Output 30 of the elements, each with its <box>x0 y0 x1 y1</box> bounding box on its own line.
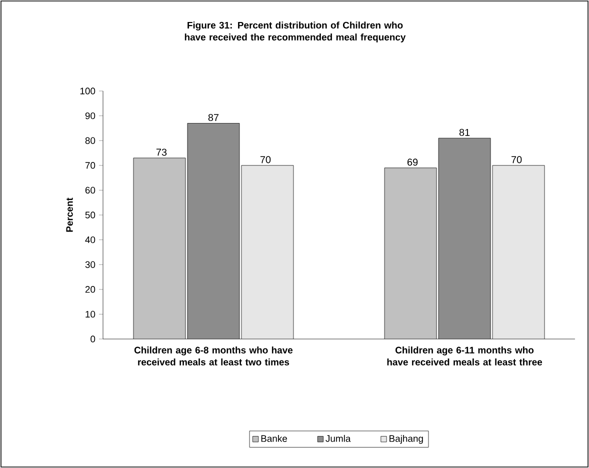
bar <box>133 158 186 339</box>
y-tick-label: 90 <box>85 112 96 120</box>
bar <box>187 123 240 339</box>
data-label: 70 <box>260 156 271 164</box>
y-tick-label: 60 <box>85 186 96 194</box>
data-label: 73 <box>156 148 167 156</box>
y-tick-label: 30 <box>85 261 96 268</box>
y-tick-label: 80 <box>85 137 96 144</box>
y-tick-label: 20 <box>85 286 96 293</box>
x-tick-label: Children age 6-11 months who have received meals at least three <box>387 346 542 366</box>
legend-label: Bajhang <box>390 434 423 444</box>
y-tick-label: 100 <box>80 88 96 94</box>
legend-label: Jumla <box>326 434 351 442</box>
bar <box>241 165 294 339</box>
bar <box>492 165 545 339</box>
x-tick-label: Children age 6-8 months who have received meals at least two times <box>134 346 293 366</box>
data-label: 87 <box>208 114 219 122</box>
bar <box>384 168 437 339</box>
bar <box>438 138 491 339</box>
legend-label: Banke <box>261 434 287 442</box>
y-tick-label: 40 <box>85 236 96 244</box>
y-tick-label: 0 <box>90 336 96 342</box>
data-label: 81 <box>459 128 470 136</box>
chart-title: Figure 31: Percent distribution of Children who have received the recommended meal frequency <box>184 22 406 42</box>
y-tick-label: 50 <box>85 212 96 218</box>
y-axis-title: Percent <box>66 198 73 232</box>
data-label: 69 <box>407 158 418 166</box>
data-label: 70 <box>512 156 522 164</box>
y-tick-label: 10 <box>86 310 96 318</box>
y-tick-label: 70 <box>85 162 96 169</box>
